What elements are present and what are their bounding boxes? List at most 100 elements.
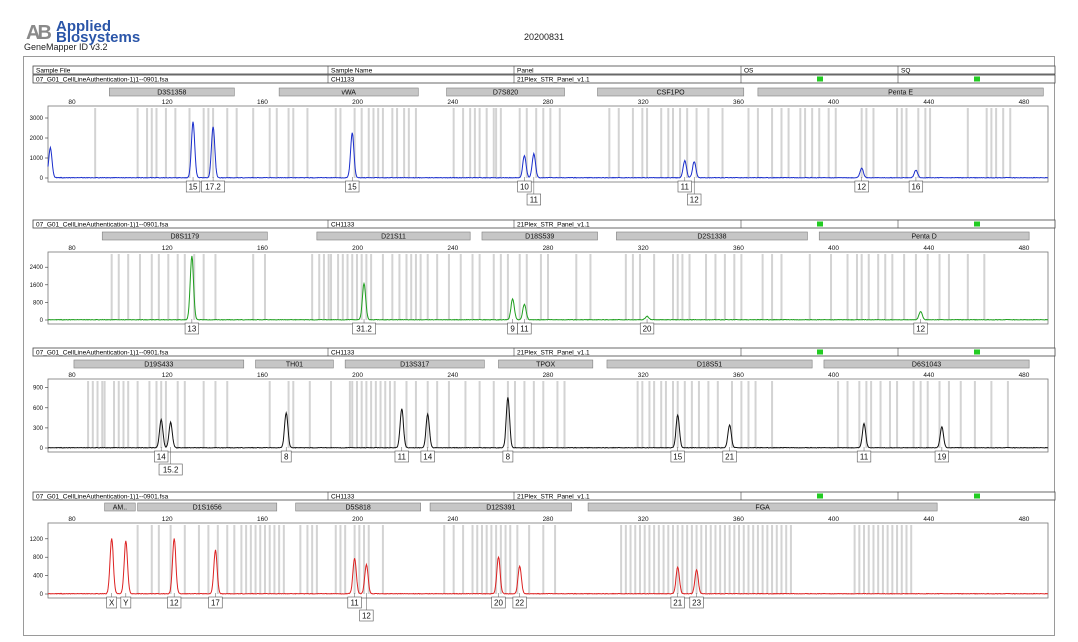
allelic-bin xyxy=(667,108,670,178)
allele-call-label: 8 xyxy=(506,453,511,462)
allelic-bin xyxy=(252,254,255,320)
allelic-bin xyxy=(756,525,759,594)
allelic-bin xyxy=(672,254,674,320)
x-tick-label: 400 xyxy=(828,516,839,523)
allelic-bin xyxy=(443,525,446,594)
allelic-bin xyxy=(676,525,679,594)
trace-line xyxy=(47,538,1048,595)
allelic-bin xyxy=(879,381,882,448)
allelic-bin xyxy=(766,525,769,594)
allelic-bin xyxy=(110,254,113,320)
allele-call-label: 14 xyxy=(157,453,166,462)
allelic-bin xyxy=(207,525,210,594)
allelic-bin xyxy=(631,254,634,320)
allelic-bin xyxy=(476,525,479,594)
allelic-bin xyxy=(148,381,151,448)
allele-call-box xyxy=(856,450,872,463)
allelic-bin xyxy=(155,108,158,178)
locus-label: D13S317 xyxy=(400,362,429,369)
x-tick-label: 80 xyxy=(68,516,76,523)
allelic-bin xyxy=(311,525,314,594)
allelic-bin xyxy=(690,381,693,448)
allelic-bin xyxy=(738,525,741,594)
allele-call-label: 17.2 xyxy=(205,183,221,192)
os-status-indicator xyxy=(817,493,823,499)
allelic-bin xyxy=(780,525,783,594)
allelic-bin xyxy=(855,254,858,320)
allelic-bin xyxy=(695,525,698,594)
x-tick-label: 440 xyxy=(923,99,934,106)
allelic-bin xyxy=(926,254,929,320)
y-tick-label: 2400 xyxy=(30,265,44,271)
allelic-bin xyxy=(539,254,542,320)
x-tick-label: 280 xyxy=(543,245,554,252)
allelic-bin xyxy=(292,108,295,178)
allelic-bin xyxy=(381,525,384,594)
allelic-bin xyxy=(360,108,363,178)
allelic-bin xyxy=(620,525,623,594)
allelic-bin xyxy=(636,381,639,448)
allelic-bin xyxy=(754,381,757,448)
allelic-bin xyxy=(811,108,814,178)
locus-label: D18S51 xyxy=(697,362,722,369)
allelic-bin xyxy=(641,108,644,178)
allelic-bin xyxy=(905,108,908,178)
allelic-bin xyxy=(459,254,462,320)
allelic-bin xyxy=(709,525,712,594)
locus-label: Penta D xyxy=(912,234,937,241)
allelic-bin xyxy=(287,108,290,178)
allelic-bin xyxy=(365,381,368,448)
allele-call-box xyxy=(420,450,435,463)
allelic-bin xyxy=(150,108,153,178)
allele-call-box xyxy=(512,596,527,609)
sample-file-name: 07_G01_CellLineAuthentication-1)1--0901.… xyxy=(36,222,169,229)
allelic-bin xyxy=(733,254,736,320)
allelic-bin xyxy=(983,254,986,320)
locus-label: Penta E xyxy=(888,90,913,97)
allelic-bin xyxy=(771,254,774,320)
allele-call-label: 20 xyxy=(494,599,503,608)
report-frame xyxy=(23,56,1055,636)
allelic-bin xyxy=(563,381,566,448)
allelic-bin xyxy=(365,254,368,320)
allelic-bin xyxy=(818,108,821,178)
allelic-bin xyxy=(388,381,391,448)
x-tick-label: 80 xyxy=(68,245,76,252)
allelic-bin xyxy=(188,108,191,178)
allele-call-box xyxy=(185,180,201,193)
x-tick-label: 200 xyxy=(352,245,363,252)
allelic-bin xyxy=(638,525,641,594)
x-tick-label: 200 xyxy=(352,516,363,523)
allelic-bin xyxy=(405,254,408,320)
allele-call-label: 11 xyxy=(860,453,869,462)
allelic-bin xyxy=(716,381,719,448)
allelic-bin xyxy=(396,108,399,178)
x-tick-label: 480 xyxy=(1019,245,1030,252)
allelic-bin xyxy=(900,525,903,594)
allelic-bin xyxy=(226,108,229,178)
locus-label: D19S433 xyxy=(144,362,173,369)
locus-marker-box xyxy=(481,231,598,241)
allelic-bin xyxy=(938,381,941,448)
electropherogram-panel-4: 07_G01_CellLineAuthentication-1)1--0901.… xyxy=(30,491,1056,622)
allelic-bin xyxy=(381,108,384,178)
os-status-indicator xyxy=(817,349,823,355)
allelic-bin xyxy=(660,108,663,178)
allelic-bin xyxy=(877,525,880,594)
allelic-bin xyxy=(780,108,783,178)
allelic-bin xyxy=(355,254,358,320)
locus-label: vWA xyxy=(341,90,356,97)
allele-call-box xyxy=(158,463,183,476)
allelic-bin xyxy=(480,525,483,594)
locus-label: D21S11 xyxy=(381,234,406,241)
allele-call-box xyxy=(670,596,685,609)
allelic-bin xyxy=(860,254,863,320)
allelic-bin xyxy=(771,108,774,178)
x-tick-label: 280 xyxy=(543,516,554,523)
allelic-bin xyxy=(353,108,356,178)
locus-label: D5S818 xyxy=(345,505,370,512)
x-tick-label: 480 xyxy=(1019,516,1030,523)
locus-label: CSF1PO xyxy=(657,90,686,97)
allelic-bin xyxy=(169,525,172,594)
allele-call-box xyxy=(934,450,949,463)
